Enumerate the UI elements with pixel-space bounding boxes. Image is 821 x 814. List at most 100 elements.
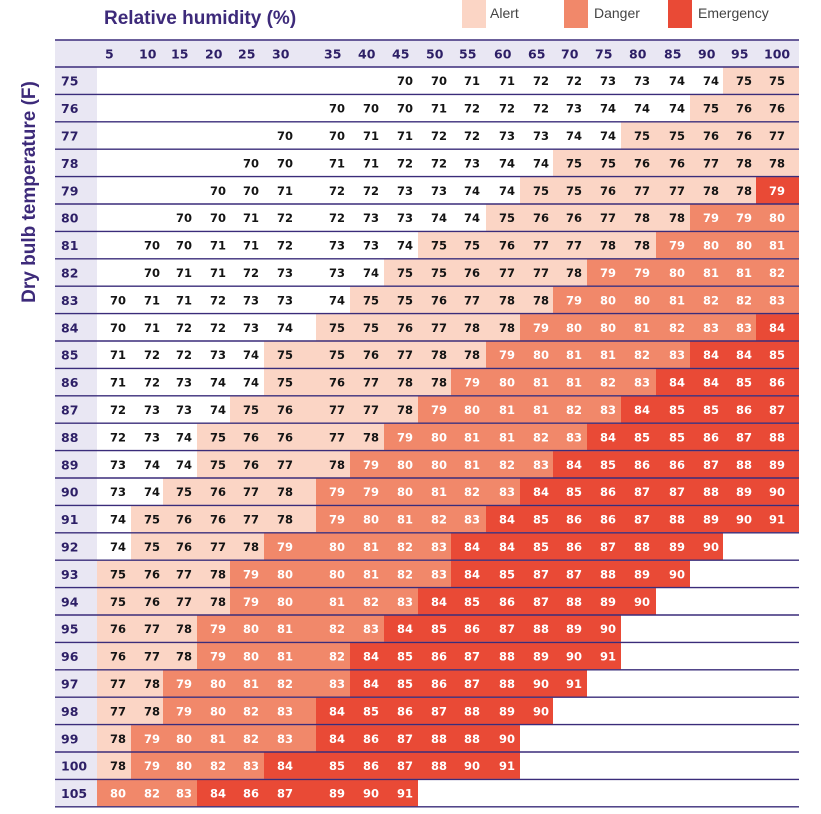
heatmap-cell [230,423,264,451]
heatmap-cell [451,560,486,588]
cell-value-label: 70 [431,74,447,88]
heatmap-cell [316,505,350,533]
heatmap-cell [621,478,656,505]
cell-value-label: 76 [243,430,259,444]
heatmap-cell [520,423,553,451]
cell-value-label: 79 [600,266,616,280]
heatmap-cell [587,122,621,149]
cell-value-label: 87 [566,567,582,581]
cell-value-label: 80 [210,704,226,718]
heatmap-cell [316,259,350,286]
heatmap-cell [197,204,230,231]
cell-value-label: 89 [669,540,685,554]
heatmap-cell [197,478,230,505]
cell-value-label: 72 [176,348,192,362]
heatmap-cell [621,314,656,341]
heatmap-cell [316,423,350,451]
heatmap-cell [316,286,350,314]
cell-value-label: 73 [329,239,345,253]
cell-value-label: 75 [669,129,685,143]
heatmap-cell [230,368,264,396]
heatmap-cell [384,259,418,286]
heatmap-cell [587,286,621,314]
cell-value-label: 84 [277,759,293,773]
heatmap-cell [350,396,384,423]
heatmap-cell [520,697,553,725]
cell-value-label: 84 [533,485,549,499]
heatmap-cell [384,451,418,478]
heatmap-cell [656,94,690,122]
heatmap-cell [486,314,520,341]
heatmap-cell [451,423,486,451]
cell-value-label: 78 [769,156,785,170]
cell-value-label: 77 [566,239,582,253]
cell-value-label: 73 [363,239,379,253]
heatmap-cell [418,368,451,396]
cell-value-label: 70 [210,211,226,225]
heatmap-cell [384,725,418,752]
heatmap-cell [350,642,384,670]
heatmap-cell [656,560,690,588]
cell-value-label: 77 [210,540,226,554]
cell-value-label: 80 [533,348,549,362]
heatmap-cell [486,697,520,725]
cell-value-label: 81 [363,540,379,554]
cell-value-label: 84 [397,622,413,636]
cell-value-label: 76 [144,595,160,609]
heatmap-cell [451,642,486,670]
heatmap-cell [520,259,553,286]
y-tick-label: 105 [61,786,87,801]
cell-value-label: 78 [397,403,413,417]
cell-value-label: 70 [243,184,259,198]
cell-value-label: 75 [210,430,226,444]
cell-value-label: 76 [176,540,192,554]
heatmap-cell [451,67,486,94]
cell-value-label: 86 [736,403,752,417]
cell-value-label: 78 [431,376,447,390]
heatmap-cell [690,149,723,177]
cell-value-label: 83 [499,485,515,499]
cell-value-label: 80 [363,513,379,527]
heatmap-cell [451,725,486,752]
cell-value-label: 85 [431,622,447,636]
heatmap-cell [486,451,520,478]
cell-value-label: 75 [363,321,379,335]
cell-value-label: 86 [703,430,719,444]
heatmap-cell [418,396,451,423]
cell-value-label: 89 [769,458,785,472]
cell-value-label: 80 [634,293,650,307]
cell-value-label: 78 [736,184,752,198]
heatmap-cell [131,642,163,670]
heatmap-cell [520,94,553,122]
heatmap-cell [316,368,350,396]
heatmap-cell [621,67,656,94]
cell-value-label: 78 [499,321,515,335]
heatmap-cell [520,478,553,505]
cell-value-label: 86 [397,704,413,718]
heatmap-cell [553,204,587,231]
cell-value-label: 88 [669,513,685,527]
cell-value-label: 73 [499,129,515,143]
cell-value-label: 87 [397,732,413,746]
cell-value-label: 72 [533,74,549,88]
cell-value-label: 70 [329,129,345,143]
heatmap-cell [418,423,451,451]
cell-value-label: 79 [277,540,293,554]
heatmap-cell [520,231,553,259]
heatmap-cell [553,67,587,94]
cell-value-label: 79 [736,211,752,225]
heatmap-cell [418,505,451,533]
heatmap-cell [520,177,553,204]
x-tick-label: 35 [324,47,341,62]
heatmap-cell [553,177,587,204]
heatmap-cell [756,67,799,94]
cell-value-label: 87 [499,622,515,636]
cell-value-label: 80 [669,266,685,280]
x-tick-label: 40 [358,47,376,62]
heatmap-cell [316,94,350,122]
heatmap-cell [316,642,350,670]
cell-value-label: 91 [499,759,515,773]
y-tick-label: 91 [61,512,78,527]
heatmap-cell [163,368,197,396]
cell-value-label: 79 [397,430,413,444]
